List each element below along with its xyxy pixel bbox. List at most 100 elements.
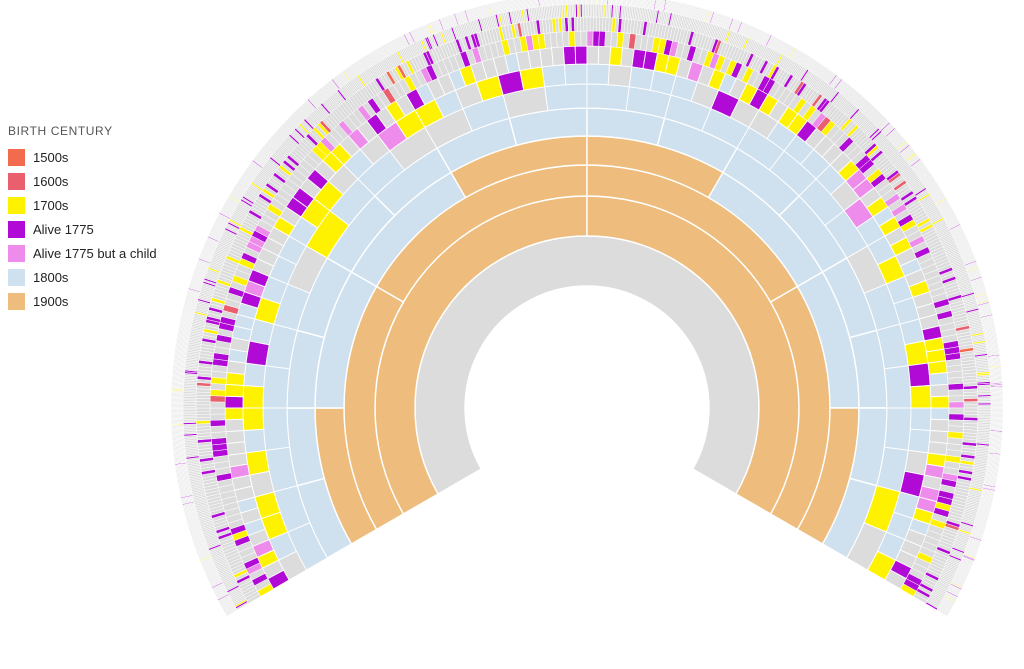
ancestor-segment-gen9-226 — [948, 413, 965, 421]
legend-label-1600s: 1600s — [33, 173, 69, 189]
fan-segments — [170, 0, 1004, 617]
ancestor-segment-gen6-5 — [262, 365, 291, 409]
legend-label-1500s: 1500s — [33, 149, 69, 165]
ancestor-segment-gen10-258 — [589, 16, 594, 32]
ancestor-segment-gen8-19 — [225, 372, 246, 386]
ancestor-segment-gen9-221 — [947, 383, 964, 391]
legend-label-1700s: 1700s — [33, 197, 69, 213]
ancestor-segment-gen7-59 — [904, 449, 929, 476]
ancestor-segment-gen7-56 — [909, 385, 932, 409]
ancestor-segment-gen10-65 — [195, 404, 211, 409]
ancestor-segment-gen7-9 — [242, 385, 265, 409]
ancestor-segment-gen7-34 — [607, 64, 633, 88]
ancestor-segment-gen9-31 — [209, 413, 226, 421]
ancestor-segment-gen8-66 — [597, 45, 612, 66]
ancestor-segment-gen8-15 — [224, 418, 245, 433]
legend-swatch-alive-1775 — [8, 220, 25, 238]
ancestor-segment-gen9-34 — [209, 395, 226, 403]
legend: BIRTH CENTURY 1500s 1600s 1700s Alive 17… — [8, 124, 157, 313]
ancestor-segment-gen9-128 — [580, 30, 588, 47]
ancestor-segment-gen8-110 — [928, 372, 949, 386]
ancestor-segment-gen9-29 — [210, 425, 227, 433]
ancestor-segment-gen7-55 — [907, 362, 931, 388]
ancestor-segment-gen9-127 — [574, 30, 582, 47]
ancestor-segment-gen8-16 — [224, 407, 244, 421]
ancestor-segment-gen10-447 — [963, 401, 979, 406]
ancestor-segment-gen10-255 — [580, 16, 585, 32]
ancestor-segment-gen8-109 — [927, 360, 948, 375]
ancestor-segment-gen8-113 — [930, 407, 950, 421]
ancestor-segment-gen10-450 — [963, 410, 979, 415]
ancestor-segment-gen9-33 — [209, 401, 226, 409]
ancestor-segment-gen10-66 — [195, 401, 211, 406]
ancestor-segment-gen8-18 — [224, 383, 245, 398]
ancestor-segment-gen10-448 — [963, 404, 979, 409]
legend-swatch-1700s — [8, 196, 25, 214]
ancestor-segment-gen7-10 — [243, 362, 267, 388]
ancestor-segment-gen7-33 — [586, 63, 610, 86]
ancestor-segment-gen6-4 — [262, 407, 291, 451]
legend-label-1800s: 1800s — [33, 269, 69, 285]
legend-title: BIRTH CENTURY — [8, 124, 113, 138]
ancestor-segment-gen8-14 — [225, 430, 246, 444]
ancestor-segment-gen7-11 — [245, 340, 270, 367]
ancestor-segment-gen10-64 — [195, 407, 211, 412]
ancestor-segment-gen7-32 — [564, 63, 588, 86]
ancestor-segment-gen8-112 — [930, 395, 950, 409]
ancestor-segment-gen10-449 — [963, 407, 979, 412]
ancestor-segment-gen10-446 — [963, 398, 979, 403]
ancestor-segment-gen6-16 — [544, 83, 588, 112]
ancestor-segment-gen8-61 — [539, 47, 554, 68]
legend-swatch-1500s — [8, 148, 25, 166]
ancestor-segment-gen9-35 — [209, 389, 226, 397]
ancestor-segment-gen8-111 — [929, 383, 950, 398]
ancestor-segment-gen8-62 — [551, 46, 565, 67]
legend-item-1800s: 1800s — [8, 265, 157, 289]
ancestor-segment-gen9-223 — [948, 395, 965, 403]
legend-item-1900s: 1900s — [8, 289, 157, 313]
ancestor-segment-gen6-17 — [586, 83, 630, 112]
ancestor-segment-gen7-58 — [907, 428, 931, 454]
legend-item-1600s: 1600s — [8, 169, 157, 193]
ancestor-segment-gen9-129 — [586, 30, 594, 47]
ancestor-segment-gen9-222 — [948, 389, 965, 397]
ancestor-segment-gen10-63 — [195, 410, 211, 415]
legend-label-alive-1775: Alive 1775 — [33, 221, 94, 237]
ancestor-segment-gen8-65 — [586, 45, 600, 65]
ancestor-segment-gen9-131 — [598, 30, 606, 47]
ancestor-segment-gen8-115 — [928, 430, 949, 444]
ancestor-segment-gen9-30 — [209, 419, 226, 427]
ancestor-segment-gen7-8 — [242, 407, 265, 431]
legend-label-alive-1775-child: Alive 1775 but a child — [33, 245, 157, 261]
ancestor-segment-gen7-6 — [245, 449, 270, 476]
legend-item-alive-1775: Alive 1775 — [8, 217, 157, 241]
legend-swatch-alive-1775-child — [8, 244, 25, 262]
legend-item-1500s: 1500s — [8, 145, 157, 169]
ancestor-segment-gen7-31 — [541, 64, 567, 88]
ancestor-segment-gen9-126 — [568, 30, 576, 47]
ancestor-segment-gen9-125 — [562, 31, 570, 48]
ancestor-segment-gen9-227 — [948, 419, 965, 427]
ancestor-segment-gen9-130 — [592, 30, 600, 47]
ancestor-segment-gen10-62 — [195, 413, 211, 418]
ancestor-segment-gen10-256 — [583, 16, 588, 32]
ancestor-segment-gen7-35 — [628, 66, 655, 91]
ancestor-segment-gen7-57 — [909, 407, 932, 431]
ancestor-segment-gen8-63 — [562, 45, 577, 66]
legend-item-1700s: 1700s — [8, 193, 157, 217]
ancestor-segment-gen6-28 — [883, 365, 912, 409]
ancestor-segment-gen7-30 — [519, 66, 546, 91]
legend-swatch-1900s — [8, 292, 25, 310]
legend-label-1900s: 1900s — [33, 293, 69, 309]
ancestor-segment-gen8-114 — [929, 418, 950, 433]
legend-swatch-1800s — [8, 268, 25, 286]
ancestor-segment-gen9-224 — [948, 401, 965, 409]
ancestor-segment-gen8-67 — [609, 46, 623, 67]
ancestor-segment-gen8-17 — [224, 395, 244, 409]
ancestor-segment-gen9-32 — [209, 407, 226, 415]
ancestor-segment-gen7-54 — [904, 340, 929, 367]
ancestor-segment-gen10-257 — [586, 16, 591, 32]
ancestor-segment-gen7-7 — [243, 428, 267, 454]
ancestor-segment-gen6-29 — [883, 407, 912, 451]
